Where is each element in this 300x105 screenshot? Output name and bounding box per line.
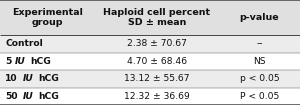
Text: Haploid cell percent
SD ± mean: Haploid cell percent SD ± mean — [103, 8, 210, 27]
Text: 4.70 ± 68.46: 4.70 ± 68.46 — [127, 57, 187, 66]
Text: Control: Control — [5, 39, 43, 48]
Text: p-value: p-value — [240, 13, 279, 22]
Bar — [0, 0, 300, 35]
Text: IU: IU — [23, 74, 34, 83]
Text: hCG: hCG — [39, 92, 59, 101]
Text: IU: IU — [15, 57, 26, 66]
Bar — [0, 35, 300, 53]
Text: 13.12 ± 55.67: 13.12 ± 55.67 — [124, 74, 190, 83]
Text: Experimental
group: Experimental group — [12, 8, 83, 27]
Text: NS: NS — [253, 57, 266, 66]
Text: hCG: hCG — [31, 57, 51, 66]
Text: 2.38 ± 70.67: 2.38 ± 70.67 — [127, 39, 187, 48]
Text: 50: 50 — [5, 92, 18, 101]
Text: P < 0.05: P < 0.05 — [240, 92, 279, 101]
Text: 12.32 ± 36.69: 12.32 ± 36.69 — [124, 92, 190, 101]
Text: hCG: hCG — [39, 74, 59, 83]
Text: IU: IU — [23, 92, 34, 101]
Text: --: -- — [256, 39, 263, 48]
Text: 10: 10 — [5, 74, 18, 83]
Text: 5: 5 — [5, 57, 12, 66]
Bar — [0, 88, 300, 105]
Text: p < 0.05: p < 0.05 — [240, 74, 279, 83]
Bar — [0, 70, 300, 88]
Bar — [0, 53, 300, 70]
